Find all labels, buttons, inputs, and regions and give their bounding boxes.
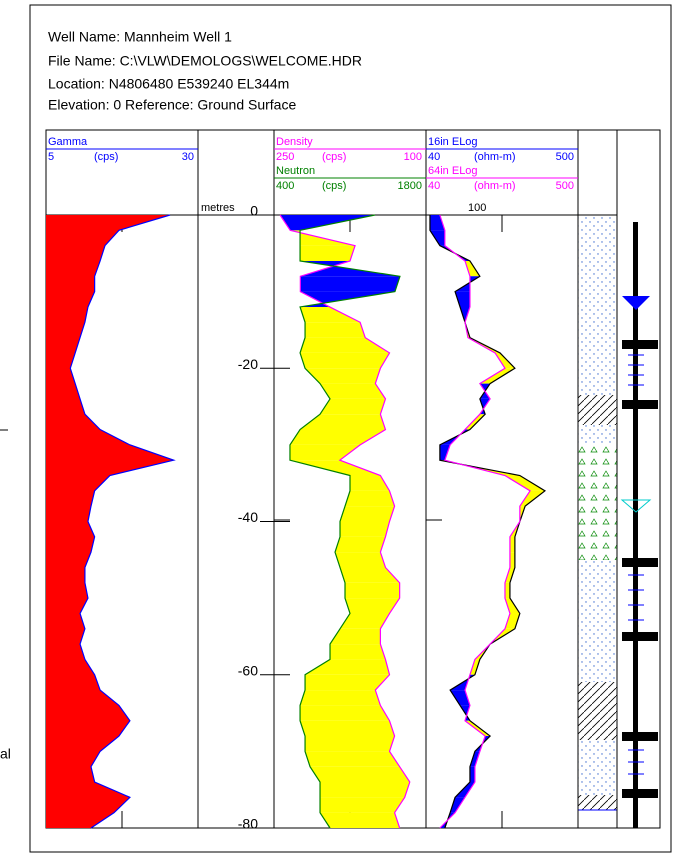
crossover-fill <box>340 506 395 522</box>
crossover-fill <box>509 536 515 553</box>
crossover-fill <box>335 536 386 553</box>
depth-label: metres <box>201 202 235 214</box>
lithology <box>577 215 618 829</box>
crossover-fill <box>305 751 400 767</box>
crossover-fill <box>280 215 375 231</box>
header-line: File Name: C:\VLW\DEMOLOGS\WELCOME.HDR <box>48 53 362 69</box>
crossover-fill <box>289 429 386 445</box>
crossover-fill <box>310 766 410 783</box>
crossover-fill <box>300 720 395 737</box>
crossover-fill <box>305 368 381 384</box>
curve-name: Gamma <box>48 136 88 148</box>
crossover-fill <box>300 245 356 261</box>
crossover-fill <box>429 230 445 246</box>
crossover-fill <box>300 276 400 292</box>
depth-tick-label: -80 <box>238 816 258 832</box>
scale-max: 100 <box>404 151 422 163</box>
depth-tick-label: 0 <box>250 203 258 219</box>
crossover-fill <box>320 797 405 813</box>
header-line: Well Name: Mannheim Well 1 <box>48 29 232 45</box>
crossover-fill <box>289 444 361 461</box>
scale-min: 5 <box>48 151 54 163</box>
crossover-fill <box>469 751 480 767</box>
crossover-fill <box>305 659 390 675</box>
crossover-fill <box>300 705 390 721</box>
crossover-fill <box>305 736 395 752</box>
curve-name: 64in ELog <box>428 165 478 177</box>
scale-min: 40 <box>428 151 440 163</box>
crossover-fill <box>460 306 470 323</box>
crossover-fill <box>504 475 545 491</box>
scale-unit: (cps) <box>94 151 118 163</box>
well-column <box>620 222 658 828</box>
crossover-fill <box>340 613 390 629</box>
crossover-fill <box>345 582 400 599</box>
grid-label: 100 <box>468 202 486 214</box>
scale-min: 400 <box>276 180 294 192</box>
crossover-fill <box>464 414 486 430</box>
curve-line <box>289 214 401 829</box>
crossover-fill <box>469 659 480 675</box>
crossover-fill <box>335 552 386 568</box>
crossover-fill <box>504 582 510 599</box>
crossover-fill <box>320 812 400 828</box>
depth-tick-label: -20 <box>238 356 258 372</box>
crossover-fill <box>345 598 400 614</box>
curve-line <box>279 214 411 829</box>
depth-tick-label: -60 <box>238 662 258 678</box>
scale-max: 500 <box>556 180 574 192</box>
crossover-fill <box>464 720 491 737</box>
crossover-fill <box>300 352 390 369</box>
crossover-fill <box>320 782 410 798</box>
crossover-fill <box>464 260 480 277</box>
scale-max: 30 <box>182 151 194 163</box>
crossover-fill <box>450 690 470 706</box>
crossover-fill <box>340 567 400 583</box>
scale-unit: (ohm-m) <box>474 180 516 192</box>
crossover-fill <box>300 306 361 323</box>
crossover-fill <box>305 674 390 691</box>
scale-unit: (cps) <box>322 180 346 192</box>
crossover-fill <box>350 475 390 491</box>
crossover-fill <box>504 567 515 583</box>
crossover-fill <box>320 398 386 415</box>
curve-name: 16in ELog <box>428 136 478 148</box>
crossover-fill <box>455 782 475 798</box>
curve-name: Density <box>276 136 313 148</box>
crossover-fill <box>345 490 395 507</box>
scale-min: 250 <box>276 151 294 163</box>
scale-unit: (ohm-m) <box>474 151 516 163</box>
crossover-fill <box>300 337 390 353</box>
curve-fill <box>46 215 174 828</box>
crossover-fill <box>519 490 545 507</box>
crossover-fill <box>320 383 386 399</box>
depth-tick-label: -40 <box>238 509 258 525</box>
scale-max: 500 <box>556 151 574 163</box>
crossover-fill <box>289 460 381 476</box>
curve-line <box>69 214 176 829</box>
crossover-fill <box>509 552 515 568</box>
crossover-fill <box>495 352 515 369</box>
scale-unit: (cps) <box>322 151 346 163</box>
frame <box>29 4 672 853</box>
crossover-fill <box>340 521 390 537</box>
crossover-fill <box>330 628 381 645</box>
scale-min: 40 <box>428 180 440 192</box>
crossover-fill <box>300 414 386 430</box>
crossover-fill <box>469 766 475 783</box>
crossover-fill <box>305 322 366 338</box>
crossover-fill <box>330 644 386 660</box>
crossover-fill <box>300 690 381 706</box>
background-text: al <box>0 746 11 762</box>
scale-max: 1800 <box>398 180 422 192</box>
crossover-fill <box>479 368 515 384</box>
header-line: Elevation: 0 Reference: Ground Surface <box>48 97 296 113</box>
curve-line <box>439 214 531 829</box>
curve-name: Neutron <box>276 165 315 177</box>
crossover-fill <box>450 797 465 813</box>
header-line: Location: N4806480 E539240 EL344m <box>48 76 289 92</box>
crossover-fill <box>455 291 470 307</box>
crossover-fill <box>439 444 451 461</box>
